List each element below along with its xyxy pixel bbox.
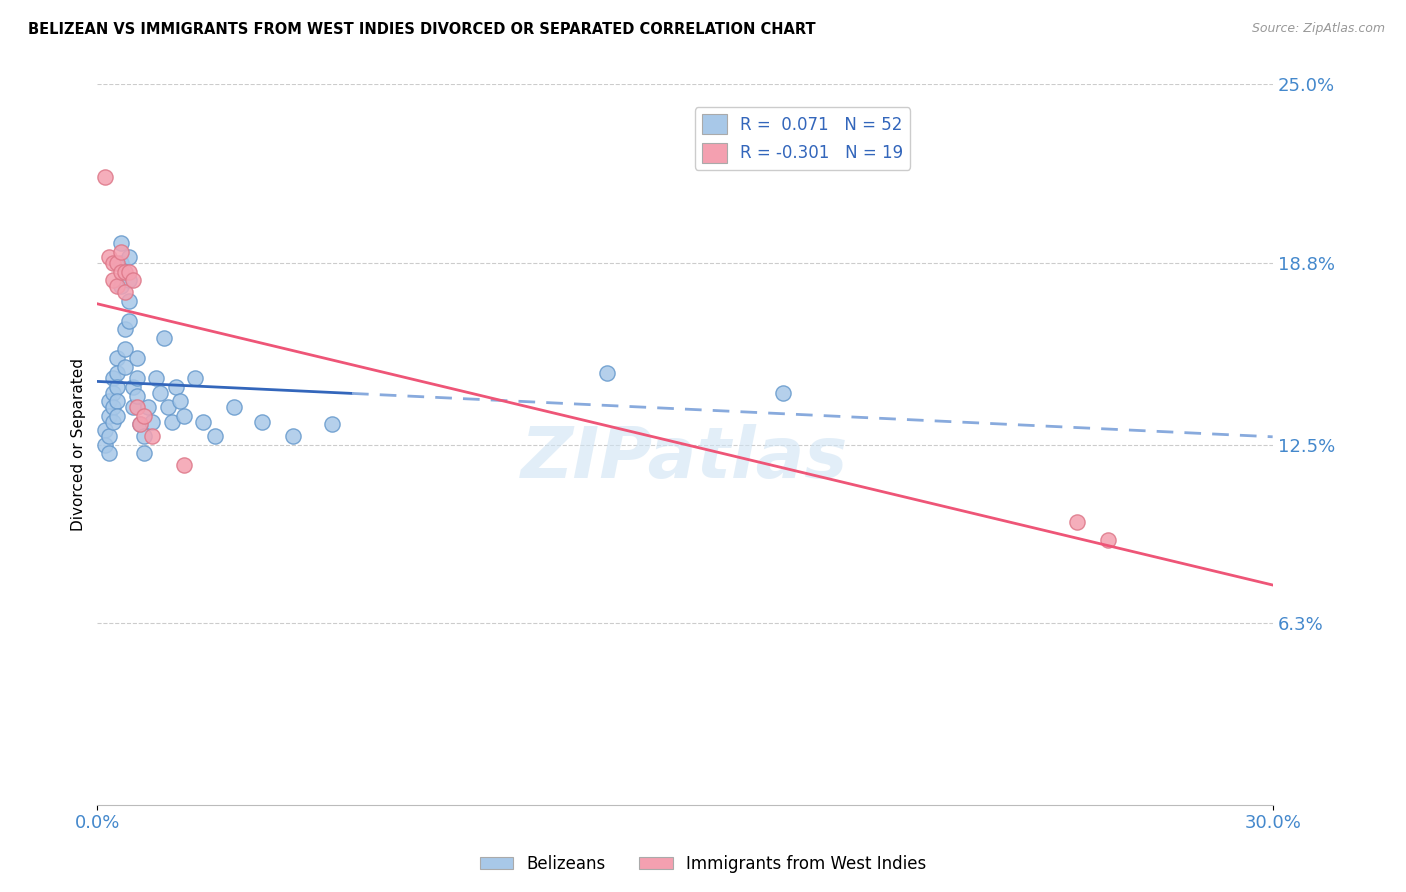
Point — [105, 351, 128, 365]
Point — [134, 446, 156, 460]
Point — [94, 169, 117, 184]
Text: Source: ZipAtlas.com: Source: ZipAtlas.com — [1251, 22, 1385, 36]
Point — [191, 415, 214, 429]
Point — [105, 366, 128, 380]
Point — [129, 417, 152, 432]
Legend: Belizeans, Immigrants from West Indies: Belizeans, Immigrants from West Indies — [474, 848, 932, 880]
Point — [772, 385, 794, 400]
Point — [101, 400, 124, 414]
Point — [283, 429, 305, 443]
Point — [114, 285, 136, 299]
Point — [1066, 516, 1088, 530]
Point — [1097, 533, 1119, 547]
Point — [125, 371, 148, 385]
Point — [125, 400, 148, 414]
Point — [94, 423, 117, 437]
Point — [105, 409, 128, 423]
Point — [125, 351, 148, 365]
Point — [101, 415, 124, 429]
Point — [121, 273, 143, 287]
Point — [250, 415, 273, 429]
Point — [110, 279, 132, 293]
Point — [101, 256, 124, 270]
Point — [184, 371, 207, 385]
Point — [145, 371, 167, 385]
Point — [321, 417, 343, 432]
Point — [114, 343, 136, 357]
Point — [98, 446, 121, 460]
Point — [118, 250, 141, 264]
Point — [121, 400, 143, 414]
Point — [149, 385, 172, 400]
Point — [105, 394, 128, 409]
Point — [129, 417, 152, 432]
Point — [94, 437, 117, 451]
Point — [153, 331, 176, 345]
Point — [173, 458, 195, 472]
Point — [114, 265, 136, 279]
Point — [118, 314, 141, 328]
Point — [173, 409, 195, 423]
Point — [118, 293, 141, 308]
Point — [141, 429, 163, 443]
Point — [98, 250, 121, 264]
Point — [165, 380, 187, 394]
Point — [160, 415, 183, 429]
Point — [595, 366, 617, 380]
Point — [125, 388, 148, 402]
Point — [134, 429, 156, 443]
Point — [105, 279, 128, 293]
Point — [141, 415, 163, 429]
Point — [136, 400, 159, 414]
Point — [118, 265, 141, 279]
Point — [114, 322, 136, 336]
Point — [98, 394, 121, 409]
Point — [169, 394, 191, 409]
Point — [101, 371, 124, 385]
Point — [110, 235, 132, 250]
Point — [105, 380, 128, 394]
Point — [134, 409, 156, 423]
Point — [156, 400, 179, 414]
Point — [110, 256, 132, 270]
Y-axis label: Divorced or Separated: Divorced or Separated — [72, 358, 86, 531]
Text: ZIPatlas: ZIPatlas — [522, 425, 849, 493]
Point — [101, 273, 124, 287]
Text: BELIZEAN VS IMMIGRANTS FROM WEST INDIES DIVORCED OR SEPARATED CORRELATION CHART: BELIZEAN VS IMMIGRANTS FROM WEST INDIES … — [28, 22, 815, 37]
Point — [98, 429, 121, 443]
Point — [110, 265, 132, 279]
Point — [110, 244, 132, 259]
Point — [105, 256, 128, 270]
Point — [101, 385, 124, 400]
Point — [121, 380, 143, 394]
Legend: R =  0.071   N = 52, R = -0.301   N = 19: R = 0.071 N = 52, R = -0.301 N = 19 — [695, 107, 910, 169]
Point — [114, 359, 136, 374]
Point — [204, 429, 226, 443]
Point — [224, 400, 246, 414]
Point — [118, 273, 141, 287]
Point — [98, 409, 121, 423]
